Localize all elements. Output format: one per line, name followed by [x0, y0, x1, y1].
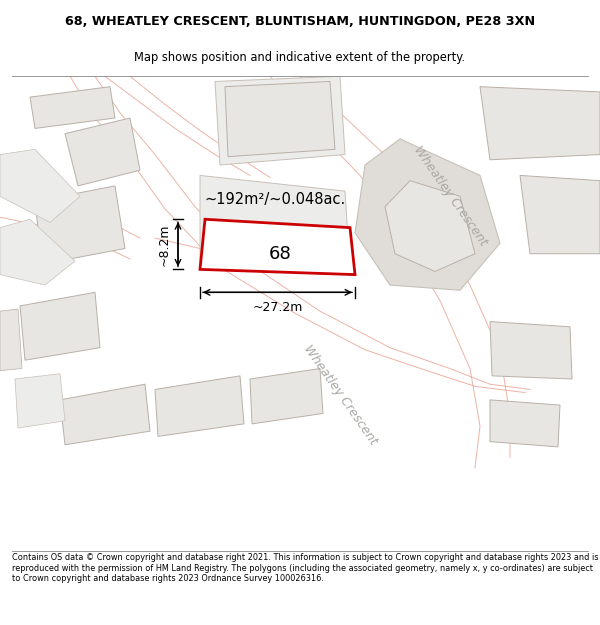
- Polygon shape: [490, 400, 560, 447]
- Polygon shape: [250, 369, 323, 424]
- Text: 68: 68: [269, 245, 292, 262]
- Polygon shape: [20, 292, 100, 360]
- Text: 68, WHEATLEY CRESCENT, BLUNTISHAM, HUNTINGDON, PE28 3XN: 68, WHEATLEY CRESCENT, BLUNTISHAM, HUNTI…: [65, 15, 535, 28]
- Polygon shape: [355, 139, 500, 290]
- Polygon shape: [215, 76, 345, 165]
- Polygon shape: [30, 87, 115, 129]
- Polygon shape: [155, 376, 244, 436]
- Polygon shape: [0, 309, 22, 371]
- Polygon shape: [15, 374, 65, 428]
- Polygon shape: [385, 181, 475, 271]
- Text: Contains OS data © Crown copyright and database right 2021. This information is : Contains OS data © Crown copyright and d…: [12, 554, 599, 583]
- Text: Map shows position and indicative extent of the property.: Map shows position and indicative extent…: [134, 51, 466, 64]
- Text: Wheatley Crescent: Wheatley Crescent: [410, 144, 490, 249]
- Polygon shape: [35, 186, 125, 264]
- Polygon shape: [60, 384, 150, 445]
- Polygon shape: [490, 322, 572, 379]
- Polygon shape: [200, 219, 355, 274]
- Polygon shape: [0, 219, 75, 285]
- Text: ~8.2m: ~8.2m: [158, 223, 171, 266]
- Polygon shape: [225, 81, 335, 157]
- Polygon shape: [65, 118, 140, 186]
- Polygon shape: [0, 149, 80, 222]
- Polygon shape: [520, 176, 600, 254]
- Text: Wheatley Crescent: Wheatley Crescent: [301, 342, 379, 447]
- Text: ~27.2m: ~27.2m: [253, 301, 302, 314]
- Polygon shape: [480, 87, 600, 160]
- Text: ~192m²/~0.048ac.: ~192m²/~0.048ac.: [205, 192, 346, 207]
- Polygon shape: [200, 176, 350, 269]
